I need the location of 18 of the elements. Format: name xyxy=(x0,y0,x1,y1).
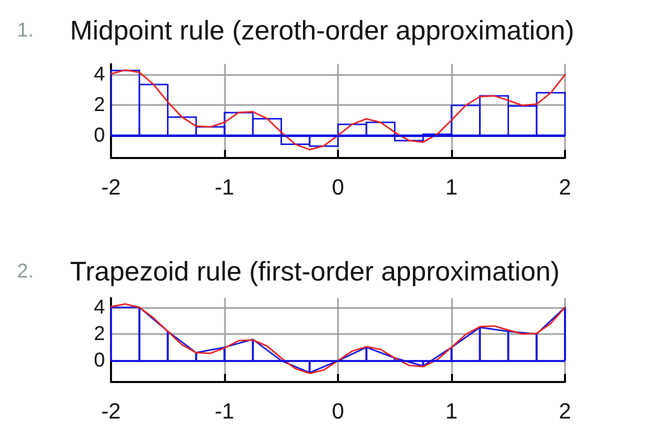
x-tick-label: -2 xyxy=(101,174,121,200)
x-tick-label: -2 xyxy=(101,398,121,424)
x-tick-label: -1 xyxy=(214,398,234,424)
y-tick-label: 2 xyxy=(94,323,105,345)
y-tick-label: 4 xyxy=(94,64,105,86)
x-tick-label: -1 xyxy=(214,174,234,200)
chart-title: 1. Midpoint rule (zeroth-order approximation) xyxy=(17,16,574,46)
x-tick-label: 2 xyxy=(558,398,572,424)
x-tick-label: 1 xyxy=(445,174,458,200)
y-tick-label: 0 xyxy=(94,124,105,146)
y-tick-label: 0 xyxy=(94,350,105,372)
x-tick-label: 1 xyxy=(445,398,458,424)
y-tick-label: 2 xyxy=(94,94,105,116)
y-tick-label: 4 xyxy=(94,296,105,318)
x-tick-label: 2 xyxy=(558,174,572,200)
x-tick-label: 0 xyxy=(332,174,344,200)
x-tick-label: 0 xyxy=(332,398,344,424)
chart-title: 2. Trapezoid rule (first-order approximation) xyxy=(17,256,560,286)
